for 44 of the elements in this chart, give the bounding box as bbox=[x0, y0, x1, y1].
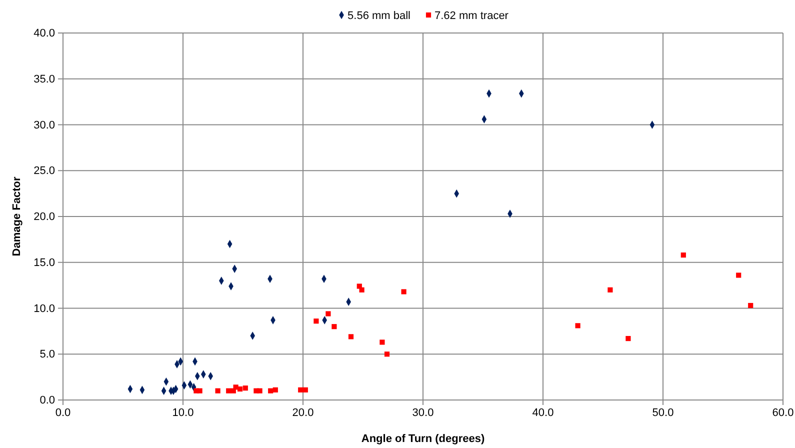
y-tick-label: 40.0 bbox=[34, 28, 55, 40]
y-tick-label: 0.0 bbox=[40, 394, 55, 407]
y-tick-label: 15.0 bbox=[34, 256, 55, 269]
x-tick-label: 50.0 bbox=[652, 406, 674, 419]
x-tick-label: 40.0 bbox=[532, 406, 554, 419]
point bbox=[384, 352, 390, 357]
legend-label: 5.56 mm ball bbox=[348, 10, 411, 22]
y-tick-label: 30.0 bbox=[34, 119, 55, 132]
point bbox=[626, 336, 631, 342]
y-tick-label: 20.0 bbox=[34, 211, 55, 224]
y-axis-title: Damage Factor bbox=[11, 176, 23, 256]
y-tick-label: 25.0 bbox=[34, 165, 55, 178]
x-tick-label: 30.0 bbox=[412, 406, 434, 419]
point bbox=[215, 388, 220, 394]
point bbox=[226, 388, 232, 394]
point bbox=[268, 388, 274, 394]
point bbox=[380, 340, 385, 345]
point bbox=[257, 388, 262, 394]
point bbox=[242, 386, 248, 391]
point bbox=[748, 302, 754, 308]
point bbox=[314, 318, 319, 324]
point bbox=[575, 323, 580, 328]
legend-label: 7.62 mm tracer bbox=[434, 10, 509, 22]
point bbox=[348, 334, 354, 340]
point bbox=[302, 387, 308, 392]
point bbox=[736, 272, 742, 278]
y-tick-label: 5.0 bbox=[40, 348, 55, 361]
x-tick-label: 10.0 bbox=[172, 406, 194, 419]
x-tick-label: 20.0 bbox=[292, 406, 314, 419]
point bbox=[272, 387, 278, 392]
point bbox=[197, 388, 202, 394]
point bbox=[298, 387, 304, 392]
point bbox=[237, 386, 243, 392]
point bbox=[401, 289, 406, 294]
x-tick-label: 60.0 bbox=[772, 406, 794, 419]
x-axis-title: Angle of Turn (degrees) bbox=[361, 433, 485, 445]
point bbox=[332, 324, 337, 330]
point bbox=[326, 311, 331, 316]
point bbox=[608, 287, 613, 292]
y-tick-label: 35.0 bbox=[34, 73, 55, 86]
point bbox=[359, 287, 364, 292]
y-tick-label: 10.0 bbox=[34, 302, 55, 315]
x-tick-label: 0.0 bbox=[55, 406, 71, 419]
point bbox=[680, 252, 686, 258]
